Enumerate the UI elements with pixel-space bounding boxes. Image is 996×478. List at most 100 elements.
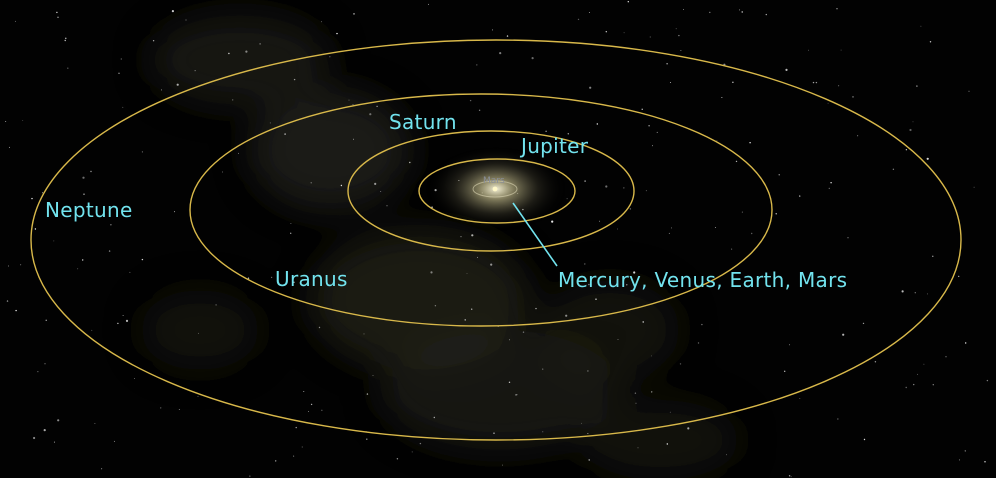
- star: [64, 39, 66, 42]
- star: [815, 81, 818, 84]
- star: [617, 339, 619, 341]
- star: [668, 232, 670, 234]
- star: [929, 41, 932, 43]
- star: [329, 56, 331, 58]
- star: [623, 187, 625, 189]
- star: [430, 271, 433, 274]
- star: [565, 314, 568, 317]
- star: [118, 72, 120, 75]
- star: [847, 237, 849, 239]
- star: [666, 63, 668, 65]
- star: [634, 392, 637, 394]
- star: [321, 21, 323, 23]
- orbit-uranus: [189, 93, 773, 327]
- star: [635, 402, 637, 404]
- star: [912, 121, 914, 123]
- star: [57, 419, 60, 422]
- star: [14, 20, 16, 22]
- star: [905, 386, 907, 389]
- inner-planets-label: Mercury, Venus, Earth, Mars: [558, 268, 847, 292]
- uranus-label: Uranus: [275, 267, 348, 291]
- star: [799, 398, 801, 400]
- star: [94, 423, 96, 424]
- star: [932, 255, 934, 257]
- star: [20, 264, 22, 266]
- star: [788, 475, 791, 477]
- star: [587, 433, 589, 434]
- star: [42, 192, 43, 194]
- orbit-inner-planets: [472, 180, 518, 198]
- star: [522, 331, 525, 333]
- star: [965, 342, 967, 344]
- star: [321, 409, 323, 411]
- star: [308, 411, 309, 412]
- star: [714, 227, 716, 229]
- star: [726, 454, 727, 456]
- star: [596, 123, 598, 125]
- star: [827, 102, 829, 104]
- star: [471, 234, 474, 237]
- star: [765, 13, 767, 16]
- star: [808, 49, 810, 51]
- star: [22, 119, 24, 121]
- star: [67, 67, 69, 69]
- star: [493, 432, 495, 434]
- jupiter-label: Jupiter: [519, 134, 589, 158]
- star: [33, 436, 36, 440]
- star: [409, 161, 411, 164]
- star: [363, 333, 365, 335]
- star: [616, 228, 618, 230]
- star: [545, 130, 547, 132]
- star: [290, 232, 292, 234]
- star: [228, 52, 230, 55]
- star: [419, 442, 422, 445]
- star: [732, 81, 734, 84]
- star: [648, 125, 650, 127]
- star: [874, 361, 877, 363]
- star: [913, 383, 915, 386]
- star: [678, 34, 680, 37]
- star: [588, 283, 590, 286]
- star: [380, 190, 382, 192]
- star: [301, 446, 303, 448]
- star: [932, 384, 934, 386]
- star: [303, 391, 305, 392]
- star: [515, 394, 517, 396]
- star: [701, 323, 703, 326]
- star: [247, 277, 250, 279]
- star: [709, 11, 711, 14]
- star: [464, 319, 466, 321]
- star: [716, 139, 718, 141]
- star: [353, 13, 355, 15]
- star: [352, 104, 354, 105]
- star: [152, 40, 155, 42]
- star: [838, 85, 840, 87]
- star: [863, 438, 866, 441]
- star: [37, 371, 39, 373]
- star: [275, 460, 277, 462]
- star: [595, 298, 597, 300]
- star: [77, 268, 79, 270]
- star: [249, 475, 251, 477]
- star: [340, 184, 343, 187]
- star: [697, 342, 700, 344]
- star: [222, 171, 223, 173]
- star: [120, 58, 122, 60]
- star: [366, 393, 369, 395]
- star: [836, 8, 838, 10]
- star: [516, 394, 518, 396]
- star: [141, 258, 144, 261]
- star: [171, 10, 174, 13]
- star: [650, 355, 652, 357]
- star: [101, 468, 103, 470]
- star: [141, 151, 143, 153]
- star: [310, 182, 312, 184]
- star: [366, 438, 368, 440]
- star: [669, 82, 671, 83]
- star: [626, 284, 628, 286]
- star: [914, 292, 916, 294]
- star: [82, 259, 84, 261]
- star: [113, 440, 115, 442]
- star: [739, 9, 741, 11]
- star: [687, 427, 690, 430]
